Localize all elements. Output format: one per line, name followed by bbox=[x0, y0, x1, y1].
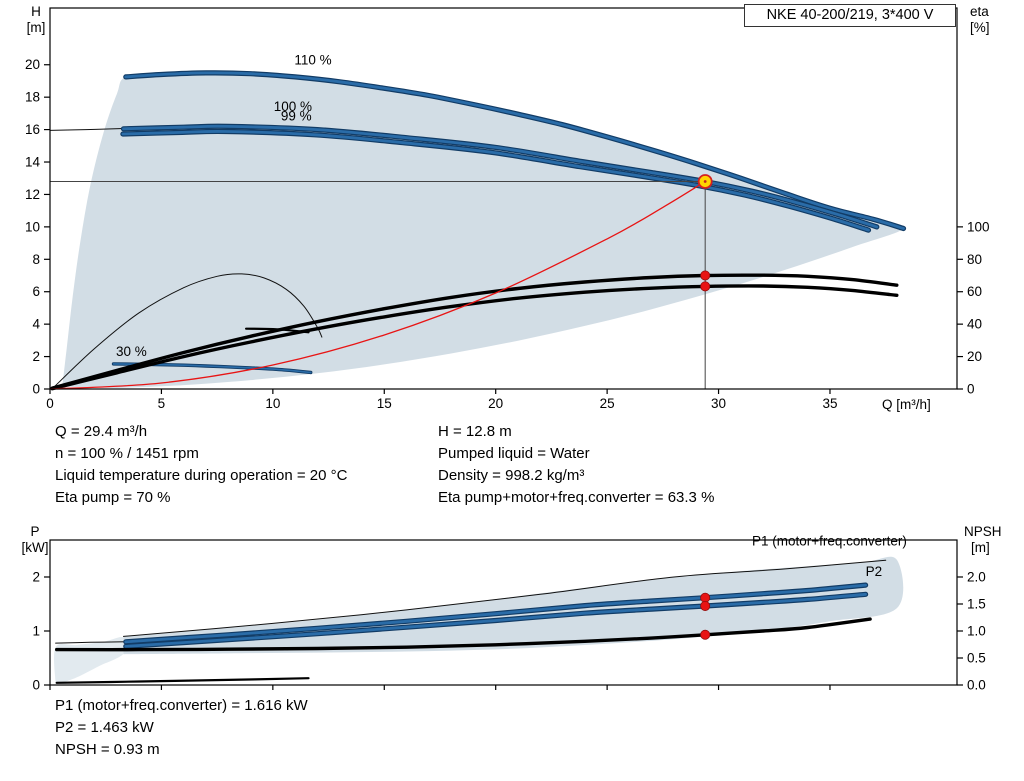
curve-label: P1 (motor+freq.converter) bbox=[752, 534, 907, 549]
hq-left-axis-title: H [m] bbox=[16, 4, 56, 36]
y-left-tick-label: 2 bbox=[32, 349, 40, 364]
power-results: P1 (motor+freq.converter) = 1.616 kW P2 … bbox=[55, 695, 308, 761]
curve-p1 bbox=[124, 583, 867, 644]
pq-right-axis-unit: [m] bbox=[971, 540, 990, 555]
curve-eta-arc bbox=[54, 273, 323, 388]
curve-p2 bbox=[124, 592, 867, 648]
x-tick-label: 30 bbox=[711, 396, 726, 411]
y-left-tick-label: 20 bbox=[25, 57, 40, 72]
curve-label: 100 % bbox=[274, 99, 312, 114]
p1-dot bbox=[700, 592, 711, 603]
curve-system-curve bbox=[49, 180, 706, 390]
y-left-tick-label: 6 bbox=[32, 284, 40, 299]
curve-p1-max-edge bbox=[123, 559, 887, 637]
pump-title-box: NKE 40-200/219, 3*400 V bbox=[744, 4, 956, 27]
y-right-tick-label: 40 bbox=[967, 317, 982, 332]
y-left-tick-label: 4 bbox=[32, 317, 40, 332]
x-tick-label: 15 bbox=[377, 396, 392, 411]
y-right-tick-label: 0 bbox=[967, 382, 975, 397]
hq-plot: 0 5 10 15 20 25 30 35 0 2 4 6 8 10 12 14 16 18 20 0 20 40 60 80… bbox=[25, 7, 990, 411]
x-tick-label: 10 bbox=[265, 396, 280, 411]
result-line: n = 100 % / 1451 rpm bbox=[55, 445, 199, 462]
y-right-tick-label: 100 bbox=[967, 219, 990, 234]
curve-speed-100pct bbox=[122, 124, 879, 229]
result-line: Eta pump = 70 % bbox=[55, 489, 171, 506]
pq-right-axis-symbol: NPSH bbox=[964, 524, 1002, 539]
pq-left-axis-title: P [kW] bbox=[12, 524, 58, 556]
y-right-tick-label: 1.5 bbox=[967, 596, 986, 611]
hq-plot-border bbox=[49, 7, 958, 390]
y-left-tick-label: 1 bbox=[32, 623, 40, 638]
y-right-tick-label: 20 bbox=[967, 349, 982, 364]
curve-label: 30 % bbox=[116, 344, 147, 359]
result-line: P1 (motor+freq.converter) = 1.616 kW bbox=[55, 697, 308, 714]
eta-pump-dot bbox=[700, 270, 711, 281]
pq-operating-envelope-0 bbox=[54, 637, 127, 684]
y-right-tick-label: 80 bbox=[967, 252, 982, 267]
x-tick-label: 35 bbox=[822, 396, 837, 411]
result-line: NPSH = 0.93 m bbox=[55, 741, 160, 758]
result-line: Q = 29.4 m³/h bbox=[55, 423, 148, 440]
y-left-tick-label: 16 bbox=[25, 122, 40, 137]
y-right-tick-label: 0.5 bbox=[967, 650, 986, 665]
x-tick-label: 20 bbox=[488, 396, 503, 411]
duty-results-right: H = 12.8 m Pumped liquid = Water Density… bbox=[438, 421, 714, 509]
x-tick-label: 0 bbox=[46, 396, 54, 411]
pq-right-axis-title: NPSH [m] bbox=[964, 524, 1022, 556]
curve-speed-99pct bbox=[121, 130, 870, 232]
y-right-tick-label: 0.0 bbox=[967, 678, 986, 693]
hq-right-axis-symbol: eta bbox=[970, 4, 989, 19]
curve-speed-110pct bbox=[124, 71, 905, 230]
pq-plot: 0 1 2 0.0 0.5 1.0 1.5 2.0 P1 (motor+freq.convert… bbox=[32, 534, 985, 693]
eta-total-dot bbox=[700, 281, 711, 292]
curve-npsh bbox=[55, 617, 872, 652]
hq-right-axis-title: eta [%] bbox=[970, 4, 1022, 36]
curve-label: 99 % bbox=[281, 109, 312, 124]
result-line: P2 = 1.463 kW bbox=[55, 719, 154, 736]
result-line: Eta pump+motor+freq.converter = 63.3 % bbox=[438, 489, 715, 506]
hq-left-axis-unit: [m] bbox=[26, 20, 46, 35]
y-right-tick-label: 2.0 bbox=[967, 569, 986, 584]
curve-p-min bbox=[55, 677, 310, 684]
curve-p-left-tail bbox=[55, 641, 127, 644]
duty-results-left: Q = 29.4 m³/h n = 100 % / 1451 rpm Liqui… bbox=[55, 421, 347, 509]
result-line: Density = 998.2 kg/m³ bbox=[438, 467, 585, 484]
hq-left-axis-symbol: H bbox=[31, 4, 41, 19]
npsh-dot bbox=[700, 629, 711, 640]
y-left-tick-label: 10 bbox=[25, 219, 40, 234]
y-right-tick-label: 60 bbox=[967, 284, 982, 299]
result-line: H = 12.8 m bbox=[438, 423, 512, 440]
x-tick-label: 25 bbox=[600, 396, 615, 411]
y-left-tick-label: 0 bbox=[32, 678, 40, 693]
hq-x-axis-title: Q [m³/h] bbox=[882, 397, 931, 412]
curve-label: P2 bbox=[866, 564, 883, 579]
curve-eta-pump-total bbox=[50, 284, 899, 391]
curve-eta-pump bbox=[50, 273, 899, 390]
y-left-tick-label: 14 bbox=[25, 155, 41, 170]
y-left-tick-label: 8 bbox=[32, 252, 40, 267]
duty-point-center bbox=[703, 180, 707, 183]
result-line: Liquid temperature during operation = 20… bbox=[55, 467, 348, 484]
x-tick-label: 5 bbox=[158, 396, 166, 411]
hq-operating-envelope-0 bbox=[62, 72, 904, 388]
p2-dot bbox=[700, 600, 711, 611]
pq-plot-border bbox=[49, 539, 958, 686]
y-right-tick-label: 1.0 bbox=[967, 623, 986, 638]
hq-right-axis-unit: [%] bbox=[970, 20, 990, 35]
pq-left-axis-symbol: P bbox=[30, 524, 40, 539]
y-left-tick-label: 18 bbox=[25, 90, 40, 105]
pq-left-axis-unit: [kW] bbox=[21, 540, 49, 555]
y-left-tick-label: 12 bbox=[25, 187, 40, 202]
y-left-tick-label: 0 bbox=[32, 382, 40, 397]
curve-label: 110 % bbox=[294, 53, 331, 68]
result-line: Pumped liquid = Water bbox=[438, 445, 590, 462]
y-left-tick-label: 2 bbox=[32, 569, 40, 584]
